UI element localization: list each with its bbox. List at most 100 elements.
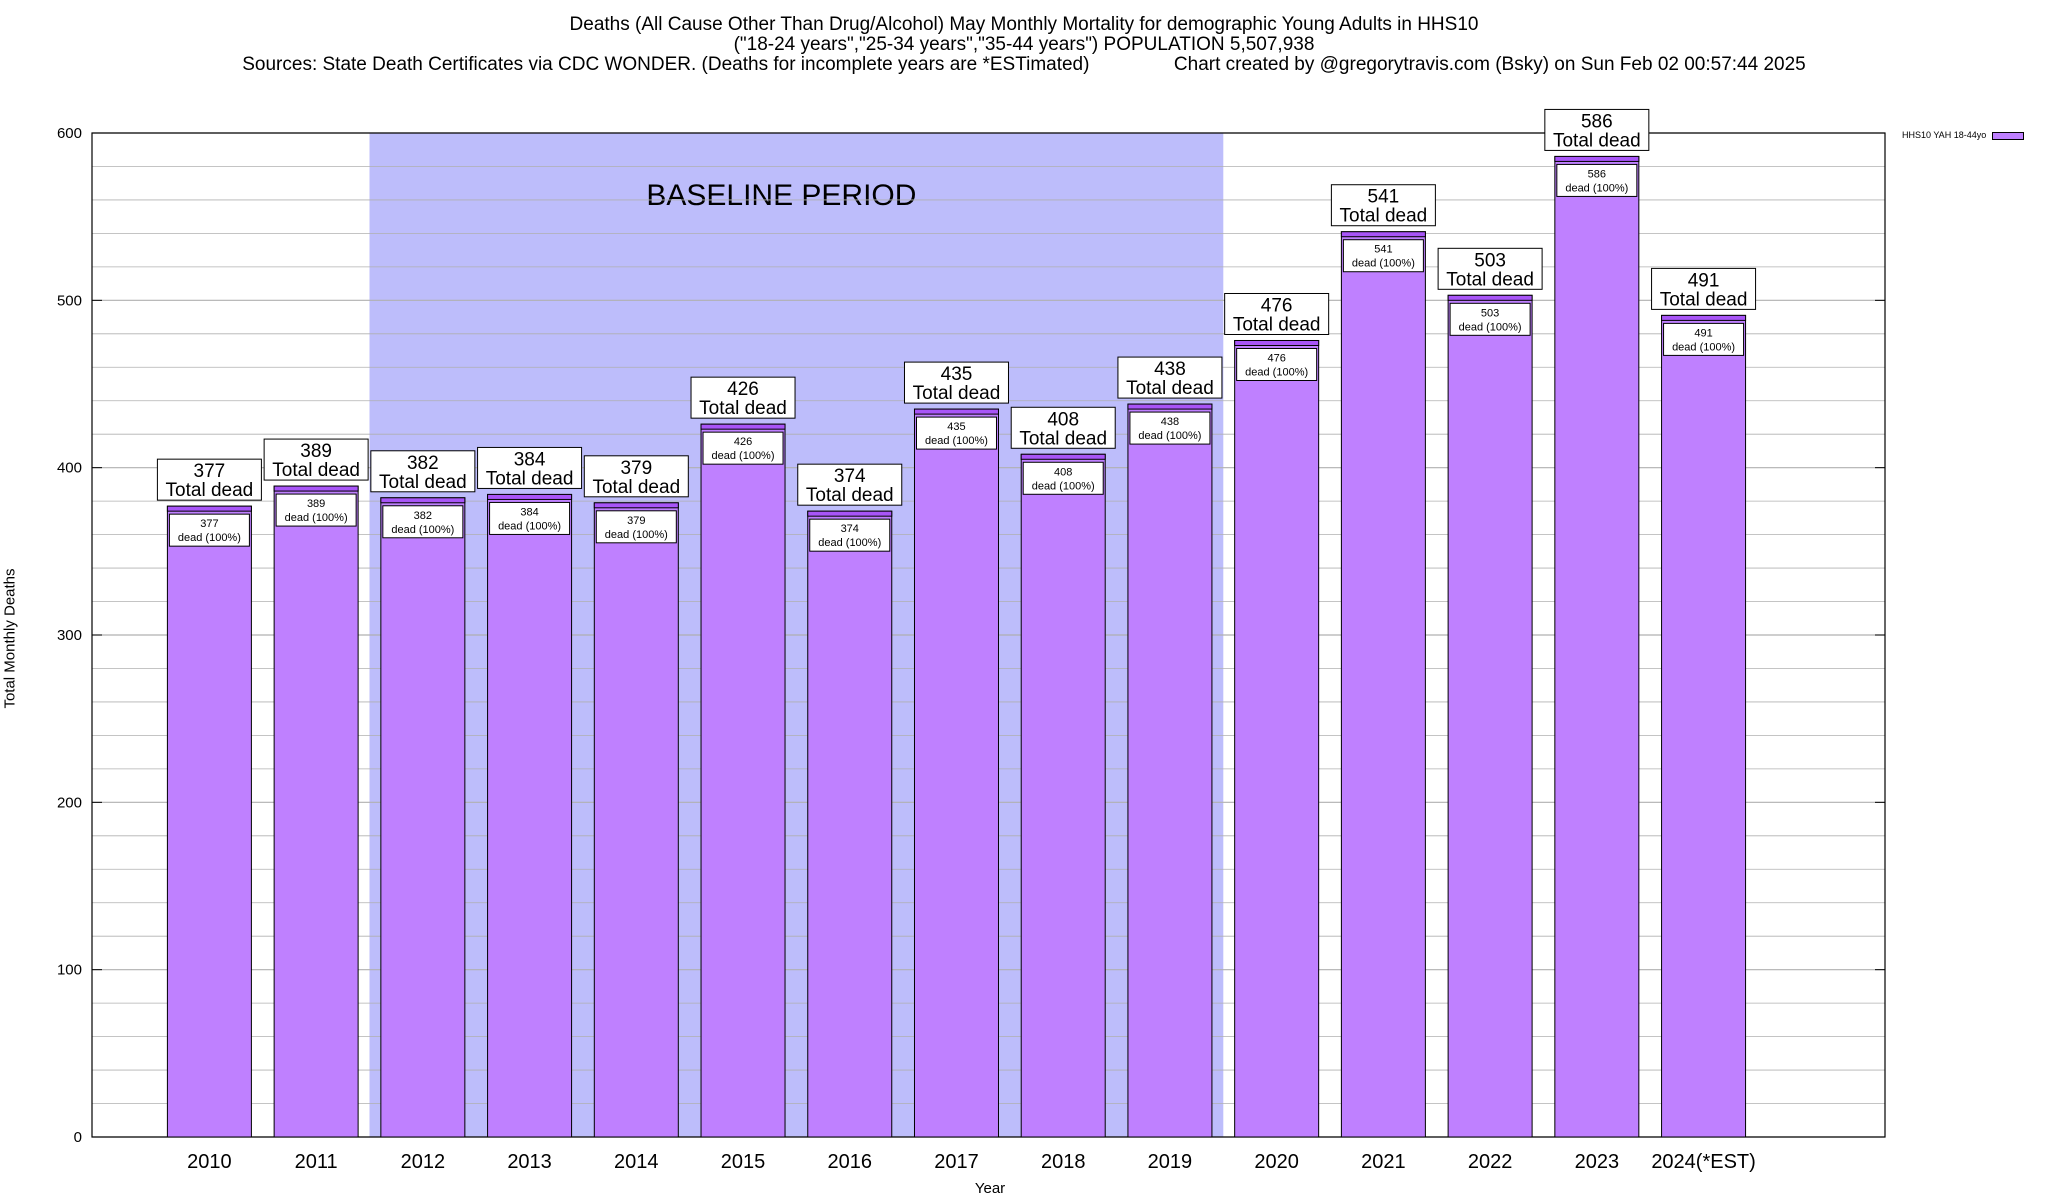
inner-value-label: 491 — [1694, 327, 1712, 339]
x-axis-label: Year — [974, 1180, 1006, 1197]
x-tick-label: 2018 — [1041, 1151, 1086, 1173]
bar-cap — [1234, 339, 1320, 346]
top-total-label: Total dead — [1019, 428, 1107, 449]
inner-percent-label: dead (100%) — [605, 529, 668, 541]
top-total-label: Total dead — [272, 460, 360, 481]
top-value-label: 377 — [194, 461, 226, 482]
bar-2017 — [913, 408, 999, 1138]
top-value-label: 379 — [620, 458, 652, 479]
top-label-box — [156, 458, 262, 501]
bar-cap — [1127, 403, 1213, 410]
x-tick-label: 2024(*EST) — [1651, 1151, 1756, 1173]
x-tick-label: 2014 — [614, 1151, 659, 1173]
bar-cap — [487, 493, 573, 500]
bar-2016 — [807, 510, 893, 1138]
top-total-label: Total dead — [1660, 289, 1748, 310]
x-tick-label: 2023 — [1575, 1151, 1620, 1173]
inner-percent-label: dead (100%) — [925, 435, 988, 447]
inner-label-box — [489, 501, 571, 535]
inner-label-box — [1449, 302, 1531, 336]
inner-label-box — [1342, 239, 1424, 273]
top-value-label: 435 — [941, 364, 973, 385]
x-tick-label: 2017 — [934, 1151, 979, 1173]
bar-2024(*EST) — [1661, 314, 1747, 1138]
inner-value-label: 374 — [841, 523, 859, 535]
bar-2014 — [593, 502, 679, 1138]
top-value-label: 491 — [1688, 270, 1720, 291]
baseline-period-label: BASELINE PERIOD — [646, 179, 916, 212]
inner-percent-label: dead (100%) — [391, 524, 454, 536]
top-value-label: 438 — [1154, 359, 1186, 380]
top-total-label: Total dead — [1340, 206, 1428, 227]
inner-percent-label: dead (100%) — [285, 512, 348, 524]
inner-percent-label: dead (100%) — [178, 532, 241, 544]
bar-2019 — [1127, 403, 1213, 1138]
bar-cap — [273, 485, 359, 492]
inner-label-box — [595, 510, 677, 544]
top-value-label: 374 — [834, 466, 866, 487]
bar-2010 — [166, 505, 252, 1138]
top-label-box — [1117, 356, 1223, 399]
bar-cap — [380, 497, 466, 504]
inner-value-label: 435 — [947, 421, 965, 433]
inner-percent-label: dead (100%) — [498, 520, 561, 532]
y-tick-label: 300 — [57, 627, 82, 644]
inner-percent-label: dead (100%) — [1352, 258, 1415, 270]
inner-value-label: 426 — [734, 436, 752, 448]
top-label-box — [263, 438, 369, 481]
top-label-box — [1224, 292, 1330, 335]
bar-2022 — [1447, 294, 1533, 1138]
bar-2011 — [273, 485, 359, 1138]
inner-label-box — [382, 505, 464, 539]
top-value-label: 426 — [727, 379, 759, 400]
top-label-box — [1437, 247, 1543, 290]
inner-label-box — [1129, 411, 1211, 445]
inner-value-label: 384 — [520, 506, 538, 518]
inner-percent-label: dead (100%) — [1138, 430, 1201, 442]
bar-cap — [1340, 231, 1426, 238]
inner-percent-label: dead (100%) — [1245, 366, 1308, 378]
bar-2012 — [380, 497, 466, 1138]
inner-label-box — [702, 431, 784, 465]
bar-2020 — [1234, 339, 1320, 1138]
top-total-label: Total dead — [592, 477, 680, 498]
inner-value-label: 389 — [307, 498, 325, 510]
bar-cap — [1447, 294, 1533, 301]
x-tick-label: 2016 — [828, 1151, 873, 1173]
x-tick-label: 2012 — [401, 1151, 446, 1173]
legend-label: HHS10 YAH 18-44yo — [1902, 130, 1987, 140]
top-label-box — [797, 463, 903, 506]
y-axis-label: Total Monthly Deaths — [1, 568, 19, 709]
bar-2013 — [487, 493, 573, 1138]
x-tick-label: 2013 — [507, 1151, 552, 1173]
y-tick-label: 100 — [57, 962, 82, 979]
inner-value-label: 503 — [1481, 307, 1499, 319]
y-tick-label: 200 — [57, 794, 82, 811]
top-value-label: 384 — [514, 449, 546, 470]
x-tick-label: 2021 — [1361, 1151, 1406, 1173]
top-total-label: Total dead — [486, 468, 574, 489]
inner-value-label: 541 — [1374, 244, 1392, 256]
x-tick-label: 2022 — [1468, 1151, 1513, 1173]
bar-cap — [700, 423, 786, 430]
top-label-box — [690, 376, 796, 419]
inner-value-label: 379 — [627, 515, 645, 527]
y-tick-label: 500 — [57, 292, 82, 309]
chart-title: Deaths (All Cause Other Than Drug/Alcoho… — [569, 14, 1479, 35]
inner-label-box — [1022, 461, 1104, 495]
top-total-label: Total dead — [166, 480, 254, 501]
top-total-label: Total dead — [1126, 378, 1214, 399]
inner-value-label: 438 — [1161, 416, 1179, 428]
top-value-label: 408 — [1047, 409, 1079, 430]
inner-value-label: 586 — [1588, 168, 1606, 180]
x-tick-label: 2019 — [1148, 1151, 1193, 1173]
top-label-box — [477, 446, 583, 489]
inner-value-label: 377 — [200, 518, 218, 530]
y-tick-label: 0 — [74, 1129, 82, 1146]
legend: HHS10 YAH 18-44yo — [1902, 130, 2025, 140]
x-tick-label: 2011 — [295, 1151, 338, 1173]
inner-percent-label: dead (100%) — [1459, 321, 1522, 333]
top-total-label: Total dead — [1553, 130, 1641, 151]
inner-label-box — [1663, 322, 1745, 356]
inner-percent-label: dead (100%) — [818, 537, 881, 549]
